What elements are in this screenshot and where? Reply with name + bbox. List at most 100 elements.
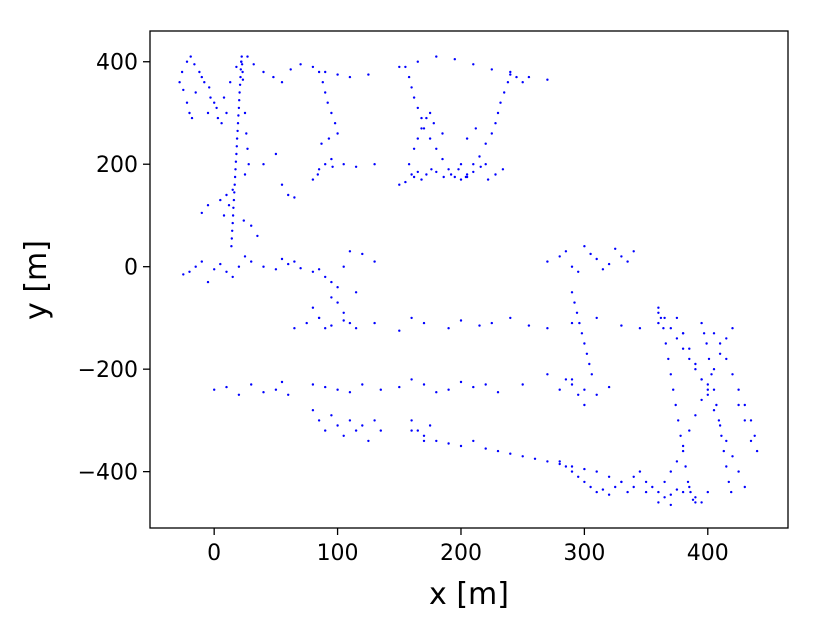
data-point [208,86,211,89]
data-point [398,329,401,332]
data-point [243,111,247,115]
data-point [229,81,232,84]
data-point [320,142,323,145]
data-point [583,403,586,407]
data-point [601,488,605,491]
y-axis-ticks: 400 200 0 −200 −400 [78,51,150,486]
data-point [509,70,512,74]
data-point [607,475,611,478]
data-point [496,111,500,115]
data-point [657,490,660,494]
data-point [225,111,228,115]
data-point [465,175,469,179]
data-point [669,503,672,507]
data-point [620,324,623,327]
data-point [749,439,753,443]
data-point [688,347,691,350]
data-point [712,388,716,391]
data-point [595,393,598,396]
data-point [657,306,660,309]
data-point [373,163,376,166]
data-point [336,73,339,76]
data-point [213,268,216,271]
data-point [743,485,746,489]
data-point [422,127,426,130]
x-tick-label: 200 [440,541,482,566]
data-point [558,255,561,258]
data-point [231,275,234,279]
data-point [428,424,432,427]
data-point [236,122,240,125]
data-point [435,439,438,443]
data-point [583,480,586,484]
data-point [287,193,290,197]
data-point [614,485,617,489]
data-point [681,449,685,453]
data-point [262,70,265,74]
data-point [247,163,250,166]
data-point [180,70,184,74]
data-point [240,60,243,63]
data-point [725,337,728,340]
data-point [564,378,568,381]
data-point [361,424,364,427]
data-point [422,321,426,325]
data-point [700,501,703,504]
data-point [235,152,238,156]
data-point [632,475,635,478]
data-point [398,65,401,69]
data-point [667,357,670,361]
data-point [280,257,284,261]
data-point [712,332,716,335]
data-point [237,393,241,396]
data-point [694,362,697,366]
data-point [632,250,635,253]
data-point [688,357,691,361]
data-point [222,214,226,217]
data-point [203,81,206,84]
data-point [515,75,518,79]
data-point [237,114,240,117]
data-point [435,391,438,394]
data-point [324,385,327,389]
plot-frame [149,30,789,529]
data-point [527,324,531,327]
data-point [472,439,475,443]
data-point [342,265,345,268]
data-point [583,342,586,345]
data-point [583,245,586,248]
data-point [232,206,235,209]
data-point [321,81,324,84]
data-point [238,91,241,94]
data-point [459,444,463,448]
data-point [657,501,660,504]
data-point [749,419,753,422]
data-point [558,462,561,466]
data-point [490,321,493,325]
data-point [425,116,428,120]
data-point [410,378,413,381]
data-point [213,388,216,391]
data-point [577,270,580,273]
data-point [230,237,233,240]
data-point [441,157,444,161]
data-point [484,142,487,145]
data-point [725,465,728,468]
data-point [240,63,244,66]
data-point [412,147,416,150]
data-point [311,65,315,69]
data-point [743,403,746,407]
data-point [317,268,321,271]
data-point [250,260,253,263]
data-point [700,321,703,325]
data-point [250,383,253,386]
data-point [435,55,438,58]
data-point [420,178,423,181]
data-point [595,490,598,494]
data-point [178,81,181,84]
data-point [410,86,413,89]
data-point [311,306,315,309]
data-point [486,178,490,181]
data-point [494,173,497,176]
